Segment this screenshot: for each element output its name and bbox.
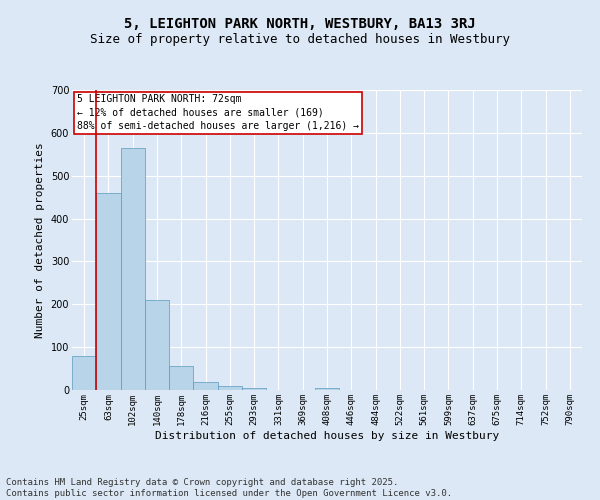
X-axis label: Distribution of detached houses by size in Westbury: Distribution of detached houses by size … <box>155 430 499 440</box>
Bar <box>242 388 266 390</box>
Bar <box>169 366 193 390</box>
Bar <box>96 193 121 390</box>
Bar <box>72 356 96 390</box>
Bar <box>193 382 218 390</box>
Text: Contains HM Land Registry data © Crown copyright and database right 2025.
Contai: Contains HM Land Registry data © Crown c… <box>6 478 452 498</box>
Y-axis label: Number of detached properties: Number of detached properties <box>35 142 45 338</box>
Text: 5, LEIGHTON PARK NORTH, WESTBURY, BA13 3RJ: 5, LEIGHTON PARK NORTH, WESTBURY, BA13 3… <box>124 18 476 32</box>
Bar <box>218 386 242 390</box>
Text: 5 LEIGHTON PARK NORTH: 72sqm
← 12% of detached houses are smaller (169)
88% of s: 5 LEIGHTON PARK NORTH: 72sqm ← 12% of de… <box>77 94 359 131</box>
Text: Size of property relative to detached houses in Westbury: Size of property relative to detached ho… <box>90 32 510 46</box>
Bar <box>315 388 339 390</box>
Bar <box>145 300 169 390</box>
Bar <box>121 148 145 390</box>
